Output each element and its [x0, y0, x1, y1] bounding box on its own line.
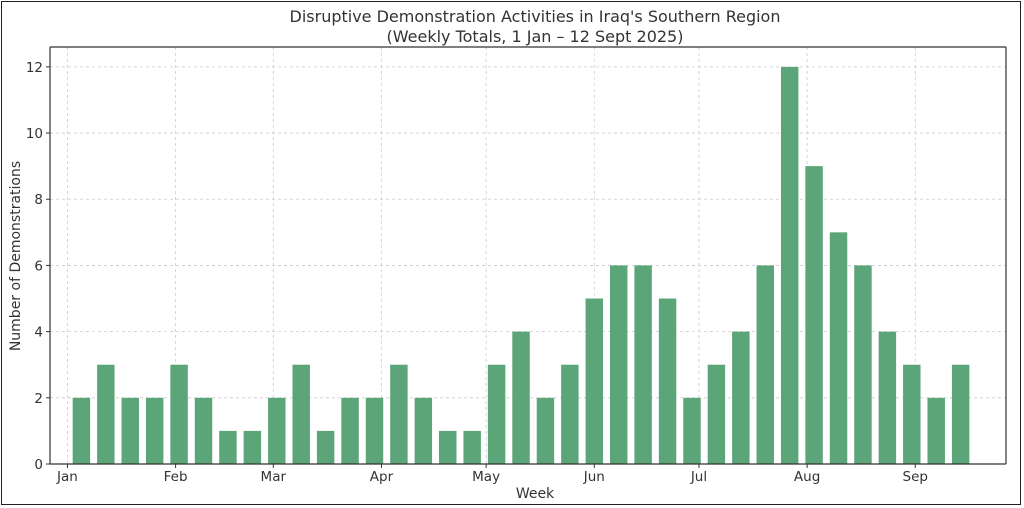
y-axis-ticks: 0 2 4 6 8 10 12: [26, 60, 50, 473]
y-tick-label: 4: [34, 325, 43, 341]
bar: [878, 331, 897, 464]
y-tick-label: 2: [34, 391, 43, 407]
bar: [170, 364, 188, 464]
bar: [487, 364, 506, 464]
x-axis-ticks: Jan Feb Mar Apr May Jun Jul Aug Sep: [56, 464, 928, 485]
x-axis-label: Week: [516, 486, 555, 502]
bar: [243, 430, 262, 464]
bar: [780, 66, 799, 464]
bar: [854, 265, 872, 464]
x-tick-label: Jun: [583, 469, 605, 485]
bar: [951, 364, 970, 464]
x-tick-label: Jan: [56, 469, 78, 485]
bar: [316, 430, 335, 464]
bar: [268, 397, 286, 464]
bar: [512, 331, 530, 464]
bars: [72, 66, 970, 464]
bar: [536, 397, 555, 464]
bar: [97, 364, 115, 464]
bar: [609, 265, 628, 464]
bar: [365, 397, 384, 464]
bar: [585, 298, 604, 464]
bar: [390, 364, 408, 464]
bar: [463, 430, 481, 464]
plot-area-frame: [49, 46, 1007, 465]
bar: [756, 265, 774, 464]
bar: [683, 397, 701, 464]
bar: [414, 397, 433, 464]
y-tick-label: 8: [34, 192, 43, 208]
x-tick-label: Aug: [794, 469, 820, 485]
bar: [341, 397, 359, 464]
bar: [145, 397, 164, 464]
bar: [829, 232, 848, 464]
x-tick-label: Feb: [164, 469, 188, 485]
x-tick-label: Sep: [903, 469, 928, 485]
bar: [121, 397, 139, 464]
bar: [439, 430, 457, 464]
bar: [72, 397, 91, 464]
x-tick-label: Jul: [690, 469, 707, 485]
y-tick-label: 0: [34, 457, 43, 473]
y-axis-label: Number of Demonstrations: [8, 161, 24, 351]
bar: [219, 430, 237, 464]
x-tick-label: Apr: [370, 469, 394, 485]
bar: [194, 397, 213, 464]
chart-title: Disruptive Demonstration Activities in I…: [290, 7, 781, 26]
bar: [805, 166, 823, 464]
bar: [732, 331, 750, 464]
y-tick-label: 12: [26, 60, 43, 76]
chart-subtitle: (Weekly Totals, 1 Jan – 12 Sept 2025): [387, 27, 684, 46]
x-tick-label: May: [472, 469, 500, 485]
bar: [927, 397, 945, 464]
bar: [707, 364, 726, 464]
x-tick-label: Mar: [261, 469, 287, 485]
bar: [658, 298, 677, 464]
bar: [634, 265, 652, 464]
bar: [561, 364, 579, 464]
y-tick-label: 10: [26, 126, 43, 142]
bar: [292, 364, 310, 464]
bar: [903, 364, 921, 464]
y-tick-label: 6: [34, 258, 43, 274]
